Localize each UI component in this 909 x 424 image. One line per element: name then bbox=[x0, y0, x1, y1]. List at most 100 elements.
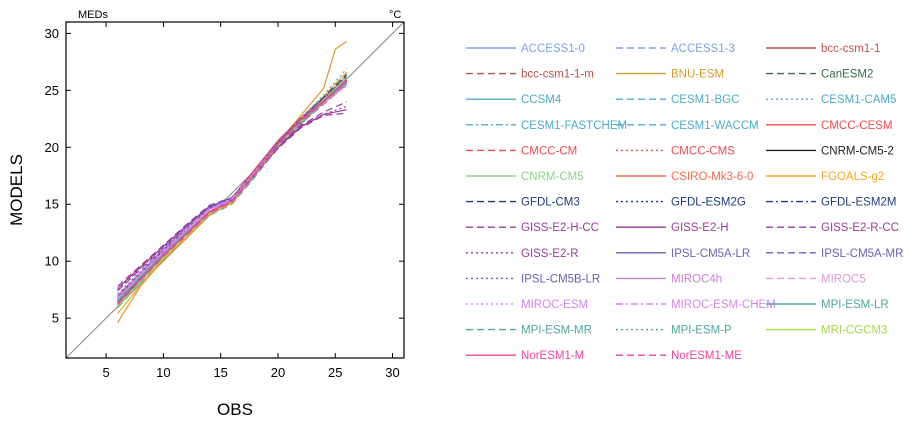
legend-item: IPSL-CM5B-LR bbox=[466, 273, 600, 285]
legend-label: NorESM1-ME bbox=[671, 350, 742, 362]
legend-label: GISS-E2-R bbox=[521, 248, 579, 260]
y-tick-label: 30 bbox=[45, 26, 59, 41]
legend-item: GISS-E2-H-CC bbox=[466, 222, 599, 234]
y-tick-label: 10 bbox=[45, 254, 59, 269]
legend-item: GISS-E2-R bbox=[466, 248, 579, 260]
x-tick-label: 20 bbox=[271, 365, 285, 380]
legend-item: CanESM2 bbox=[766, 69, 873, 81]
legend-label: bcc-csm1-1-m bbox=[521, 69, 594, 81]
legend-label: MPI-ESM-LR bbox=[821, 299, 889, 311]
legend-label: MPI-ESM-MR bbox=[521, 325, 592, 337]
x-tick-label: 10 bbox=[156, 365, 170, 380]
corner-right-label: °C bbox=[389, 9, 401, 21]
legend-item: GFDL-ESM2G bbox=[616, 197, 746, 209]
legend-label: CESM1-WACCM bbox=[671, 120, 759, 132]
series-line-37 bbox=[117, 80, 348, 305]
legend-label: CNRM-CM5-2 bbox=[821, 145, 894, 157]
x-tick-label: 25 bbox=[328, 365, 342, 380]
legend-item: MIROC5 bbox=[766, 273, 866, 285]
legend-label: CCSM4 bbox=[521, 94, 562, 106]
plot-frame bbox=[65, 21, 405, 359]
legend-item: CNRM-CM5-2 bbox=[766, 145, 894, 157]
legend-label: CESM1-CAM5 bbox=[821, 94, 896, 106]
series-line-24 bbox=[117, 105, 347, 291]
legend-label: MIROC4h bbox=[671, 273, 722, 285]
legend-label: CESM1-BGC bbox=[671, 94, 739, 106]
y-axis: 5 10 15 20 25 30 bbox=[45, 26, 404, 326]
legend-label: bcc-csm1-1 bbox=[821, 43, 880, 55]
legend-item: CMCC-CM bbox=[466, 145, 577, 157]
y-tick-label: 5 bbox=[52, 311, 59, 326]
legend-label: GISS-E2-R-CC bbox=[821, 222, 899, 234]
legend-item: bcc-csm1-1-m bbox=[466, 69, 594, 81]
x-tick-label: 5 bbox=[102, 365, 109, 380]
legend-item: NorESM1-ME bbox=[616, 350, 742, 362]
legend-label: GISS-E2-H bbox=[671, 222, 729, 234]
legend-item: IPSL-CM5A-LR bbox=[616, 248, 750, 260]
legend-label: IPSL-CM5A-MR bbox=[821, 248, 903, 260]
legend: ACCESS1-0 ACCESS1-3 bcc-csm1-1 bcc-csm1-1-m… bbox=[466, 43, 903, 362]
legend-label: GISS-E2-H-CC bbox=[521, 222, 599, 234]
legend-item: MPI-ESM-MR bbox=[466, 325, 592, 337]
series-layer bbox=[117, 40, 348, 324]
legend-item: BNU-ESM bbox=[616, 69, 724, 81]
legend-label: MPI-ESM-P bbox=[671, 325, 732, 337]
legend-label: GFDL-ESM2G bbox=[671, 197, 746, 209]
legend-label: CMCC-CM bbox=[521, 145, 577, 157]
legend-item: CSIRO-Mk3-6-0 bbox=[616, 171, 753, 183]
legend-item: CMCC-CESM bbox=[766, 120, 893, 132]
legend-label: CMCC-CMS bbox=[671, 145, 735, 157]
legend-label: GFDL-ESM2M bbox=[821, 197, 896, 209]
y-tick-label: 25 bbox=[45, 83, 59, 98]
legend-label: MRI-CGCM3 bbox=[821, 325, 887, 337]
legend-item: MPI-ESM-P bbox=[616, 325, 732, 337]
legend-item: MIROC-ESM-CHEM bbox=[616, 299, 776, 311]
x-axis-title: OBS bbox=[217, 400, 253, 419]
legend-item: CESM1-FASTCHEM bbox=[466, 120, 627, 132]
legend-item: GISS-E2-R-CC bbox=[766, 222, 899, 234]
series-line-27 bbox=[117, 76, 348, 295]
legend-label: GFDL-CM3 bbox=[521, 197, 580, 209]
legend-label: MIROC-ESM bbox=[521, 299, 588, 311]
legend-item: CESM1-CAM5 bbox=[766, 94, 896, 106]
legend-item: FGOALS-g2 bbox=[766, 171, 884, 183]
legend-label: CNRM-CM5 bbox=[521, 171, 584, 183]
legend-label: CMCC-CESM bbox=[821, 120, 893, 132]
legend-item: MPI-ESM-LR bbox=[766, 299, 889, 311]
legend-label: MIROC-ESM-CHEM bbox=[671, 299, 776, 311]
legend-item: GFDL-ESM2M bbox=[766, 197, 896, 209]
legend-label: FGOALS-g2 bbox=[821, 171, 884, 183]
legend-label: CanESM2 bbox=[821, 69, 873, 81]
legend-item: NorESM1-M bbox=[466, 350, 584, 362]
y-tick-label: 15 bbox=[45, 197, 59, 212]
legend-item: MIROC4h bbox=[616, 273, 722, 285]
legend-item: MIROC-ESM bbox=[466, 299, 588, 311]
x-tick-label: 15 bbox=[213, 365, 227, 380]
legend-item: GFDL-CM3 bbox=[466, 197, 580, 209]
series-line-31 bbox=[117, 84, 348, 296]
legend-item: bcc-csm1-1 bbox=[766, 43, 880, 55]
legend-item: CESM1-WACCM bbox=[616, 120, 759, 132]
y-axis-title: MODELS bbox=[7, 154, 26, 226]
legend-item: CMCC-CMS bbox=[616, 145, 735, 157]
y-tick-label: 20 bbox=[45, 140, 59, 155]
legend-item: MRI-CGCM3 bbox=[766, 325, 887, 337]
legend-item: ACCESS1-0 bbox=[466, 43, 585, 55]
legend-item: ACCESS1-3 bbox=[616, 43, 735, 55]
legend-item: CESM1-BGC bbox=[616, 94, 739, 106]
series-line-26 bbox=[117, 78, 348, 299]
legend-label: ACCESS1-0 bbox=[521, 43, 585, 55]
legend-item: CNRM-CM5 bbox=[466, 171, 584, 183]
legend-label: BNU-ESM bbox=[671, 69, 724, 81]
legend-item: GISS-E2-H bbox=[616, 222, 729, 234]
legend-label: NorESM1-M bbox=[521, 350, 584, 362]
legend-label: IPSL-CM5A-LR bbox=[671, 248, 750, 260]
series-line-36 bbox=[117, 79, 348, 304]
x-tick-label: 30 bbox=[385, 365, 399, 380]
legend-item: IPSL-CM5A-MR bbox=[766, 248, 903, 260]
legend-item: CCSM4 bbox=[466, 94, 562, 106]
legend-label: ACCESS1-3 bbox=[671, 43, 735, 55]
x-axis: 5 10 15 20 25 30 bbox=[102, 22, 400, 380]
